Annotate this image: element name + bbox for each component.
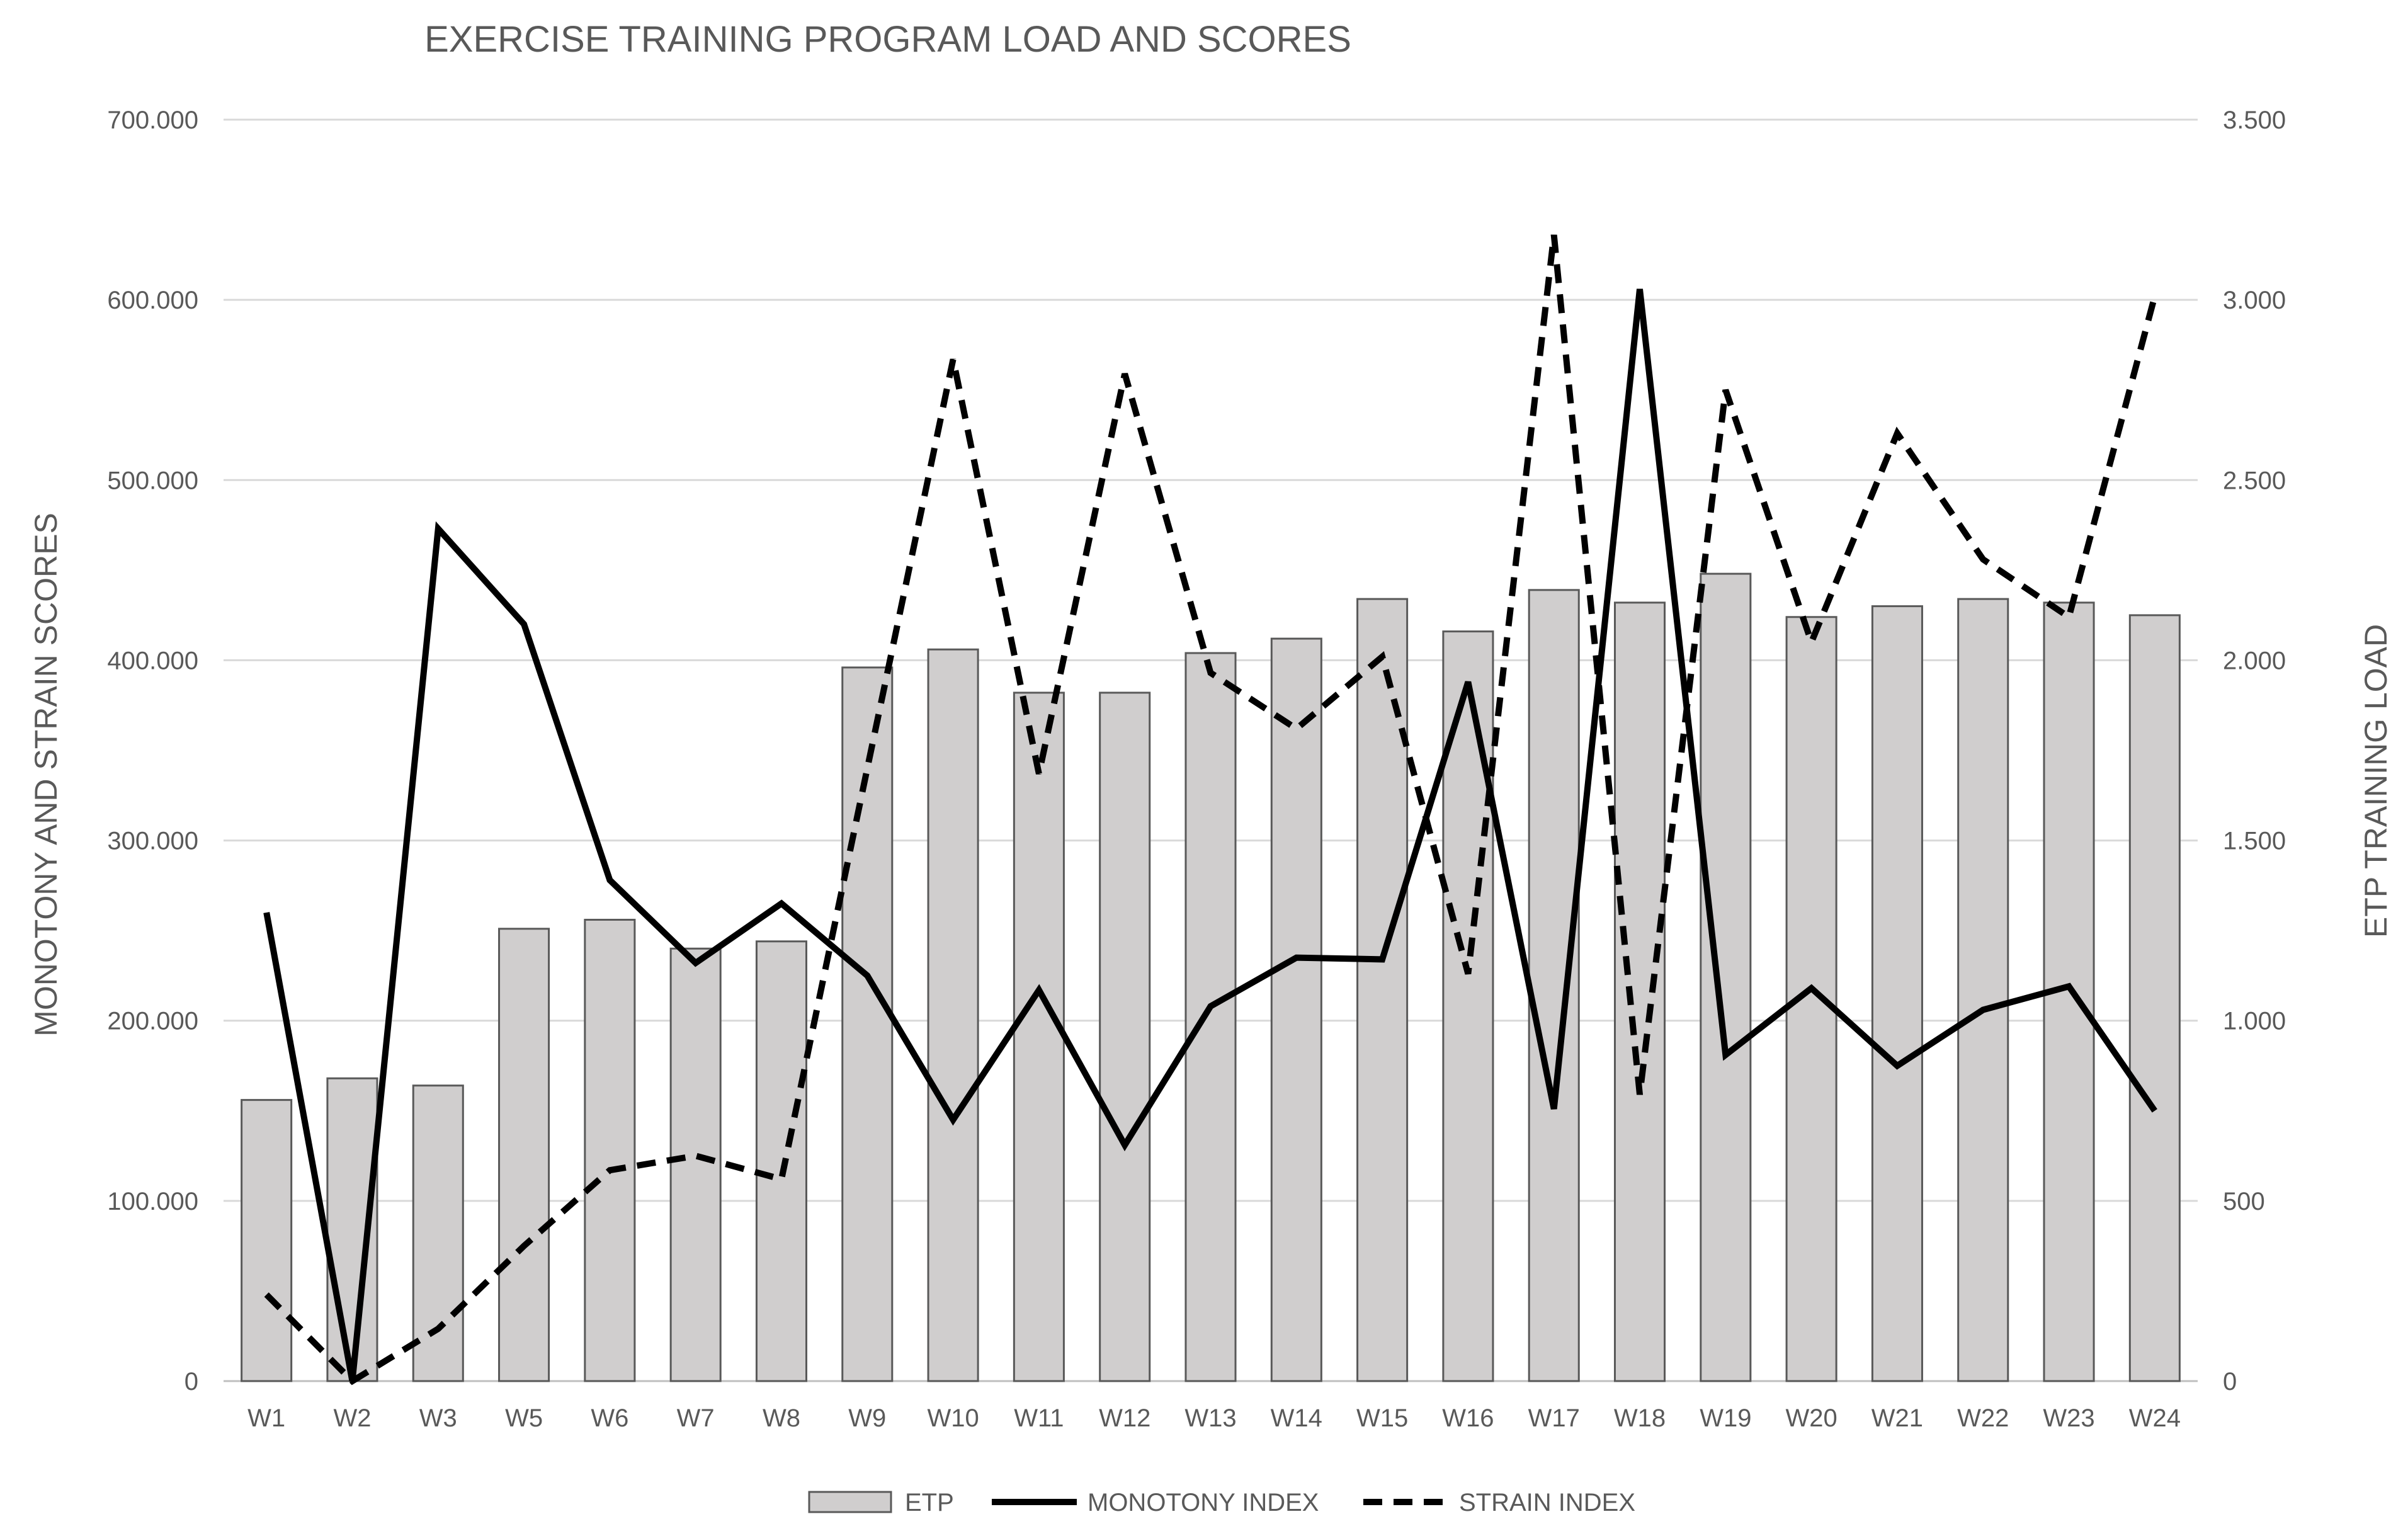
x-tick-label: W11 bbox=[1014, 1404, 1064, 1432]
left-tick-label: 600.000 bbox=[107, 287, 198, 314]
left-tick-label: 500.000 bbox=[107, 467, 198, 494]
left-tick-label: 100.000 bbox=[107, 1188, 198, 1215]
etp-bar-W10 bbox=[927, 648, 979, 1382]
x-tick-label: W3 bbox=[419, 1404, 457, 1432]
x-tick-label: W6 bbox=[591, 1404, 628, 1432]
etp-bar-W5 bbox=[498, 928, 550, 1382]
left-tick-label: 300.000 bbox=[107, 828, 198, 855]
x-tick-label: W12 bbox=[1099, 1404, 1150, 1432]
etp-bar-W6 bbox=[584, 918, 636, 1382]
etp-bar-W8 bbox=[755, 940, 808, 1382]
right-tick-label: 0 bbox=[2223, 1368, 2237, 1396]
monotony-index-line bbox=[263, 288, 2157, 1382]
etp-bar-W9 bbox=[841, 666, 894, 1382]
x-tick-label: W1 bbox=[247, 1404, 285, 1432]
right-tick-label: 2.500 bbox=[2223, 467, 2286, 494]
right-tick-label: 3.000 bbox=[2223, 287, 2286, 314]
legend-label-etp: ETP bbox=[905, 1489, 954, 1516]
legend: ETP MONOTONY INDEX STRAIN INDEX bbox=[808, 1489, 1635, 1516]
left-tick-label: 400.000 bbox=[107, 647, 198, 674]
etp-bar-W13 bbox=[1184, 652, 1237, 1382]
x-tick-label: W23 bbox=[2043, 1404, 2094, 1432]
etp-bar-W11 bbox=[1013, 691, 1065, 1382]
left-axis-ticks: 0 100.000 200.000 300.000 400.000 500.000 600.… bbox=[107, 106, 198, 1396]
x-axis-ticks: W1 W2 W3 W5 W6 W7 W8 W9 W10 W11 W12 W13 W14 W15 W16 W17… bbox=[247, 1404, 2181, 1432]
right-tick-label: 500 bbox=[2223, 1188, 2265, 1215]
x-tick-label: W19 bbox=[1700, 1404, 1751, 1432]
x-tick-label: W17 bbox=[1528, 1404, 1580, 1432]
x-tick-label: W21 bbox=[1871, 1404, 1923, 1432]
right-tick-label: 3.500 bbox=[2223, 106, 2286, 134]
left-tick-label: 200.000 bbox=[107, 1008, 198, 1035]
etp-bar-W19 bbox=[1700, 572, 1752, 1382]
x-tick-label: W9 bbox=[848, 1404, 886, 1432]
etp-bar-W12 bbox=[1099, 691, 1151, 1382]
x-tick-label: W14 bbox=[1271, 1404, 1322, 1432]
x-tick-label: W16 bbox=[1442, 1404, 1494, 1432]
chart-title: EXERCISE TRAINING PROGRAM LOAD AND SCORE… bbox=[424, 19, 1351, 60]
etp-bar-W1 bbox=[241, 1099, 293, 1382]
x-tick-label: W18 bbox=[1614, 1404, 1666, 1432]
right-tick-label: 1.000 bbox=[2223, 1008, 2286, 1035]
x-tick-label: W8 bbox=[763, 1404, 800, 1432]
right-tick-label: 2.000 bbox=[2223, 647, 2286, 674]
etp-bar-W24 bbox=[2128, 614, 2181, 1382]
x-tick-label: W2 bbox=[333, 1404, 371, 1432]
etp-bar-W3 bbox=[412, 1084, 464, 1382]
x-tick-label: W24 bbox=[2129, 1404, 2181, 1432]
x-tick-label: W5 bbox=[505, 1404, 543, 1432]
left-tick-label: 700.000 bbox=[107, 106, 198, 134]
x-tick-label: W20 bbox=[1786, 1404, 1837, 1432]
legend-label-strain-index: STRAIN INDEX bbox=[1459, 1489, 1635, 1516]
x-tick-label: W13 bbox=[1184, 1404, 1236, 1432]
legend-swatch-etp bbox=[808, 1491, 892, 1513]
legend-label-monotony-index: MONOTONY INDEX bbox=[1088, 1489, 1319, 1516]
x-tick-label: W22 bbox=[1957, 1404, 2009, 1432]
x-tick-label: W15 bbox=[1356, 1404, 1408, 1432]
etp-bar-W18 bbox=[1613, 601, 1666, 1382]
strain-index-line bbox=[264, 234, 2158, 1385]
series-lines bbox=[263, 234, 2158, 1385]
right-axis-ticks: 0 500 1.000 1.500 2.000 2.500 3.000 3.500 bbox=[2223, 106, 2286, 1396]
etp-bar-W14 bbox=[1270, 637, 1322, 1382]
left-axis-title: MONOTONY AND STRAIN SCORES bbox=[28, 513, 64, 1037]
etp-bar-W22 bbox=[1957, 598, 2009, 1382]
etp-bars bbox=[241, 572, 2181, 1382]
right-axis-title: ETP TRAINING LOAD bbox=[2358, 624, 2394, 938]
left-tick-label: 0 bbox=[185, 1368, 198, 1396]
x-tick-label: W10 bbox=[927, 1404, 979, 1432]
x-tick-label: W7 bbox=[677, 1404, 715, 1432]
etp-bar-W17 bbox=[1528, 589, 1580, 1382]
right-tick-label: 1.500 bbox=[2223, 828, 2286, 855]
etp-bar-W21 bbox=[1871, 605, 1923, 1382]
etp-bar-W7 bbox=[669, 947, 722, 1382]
